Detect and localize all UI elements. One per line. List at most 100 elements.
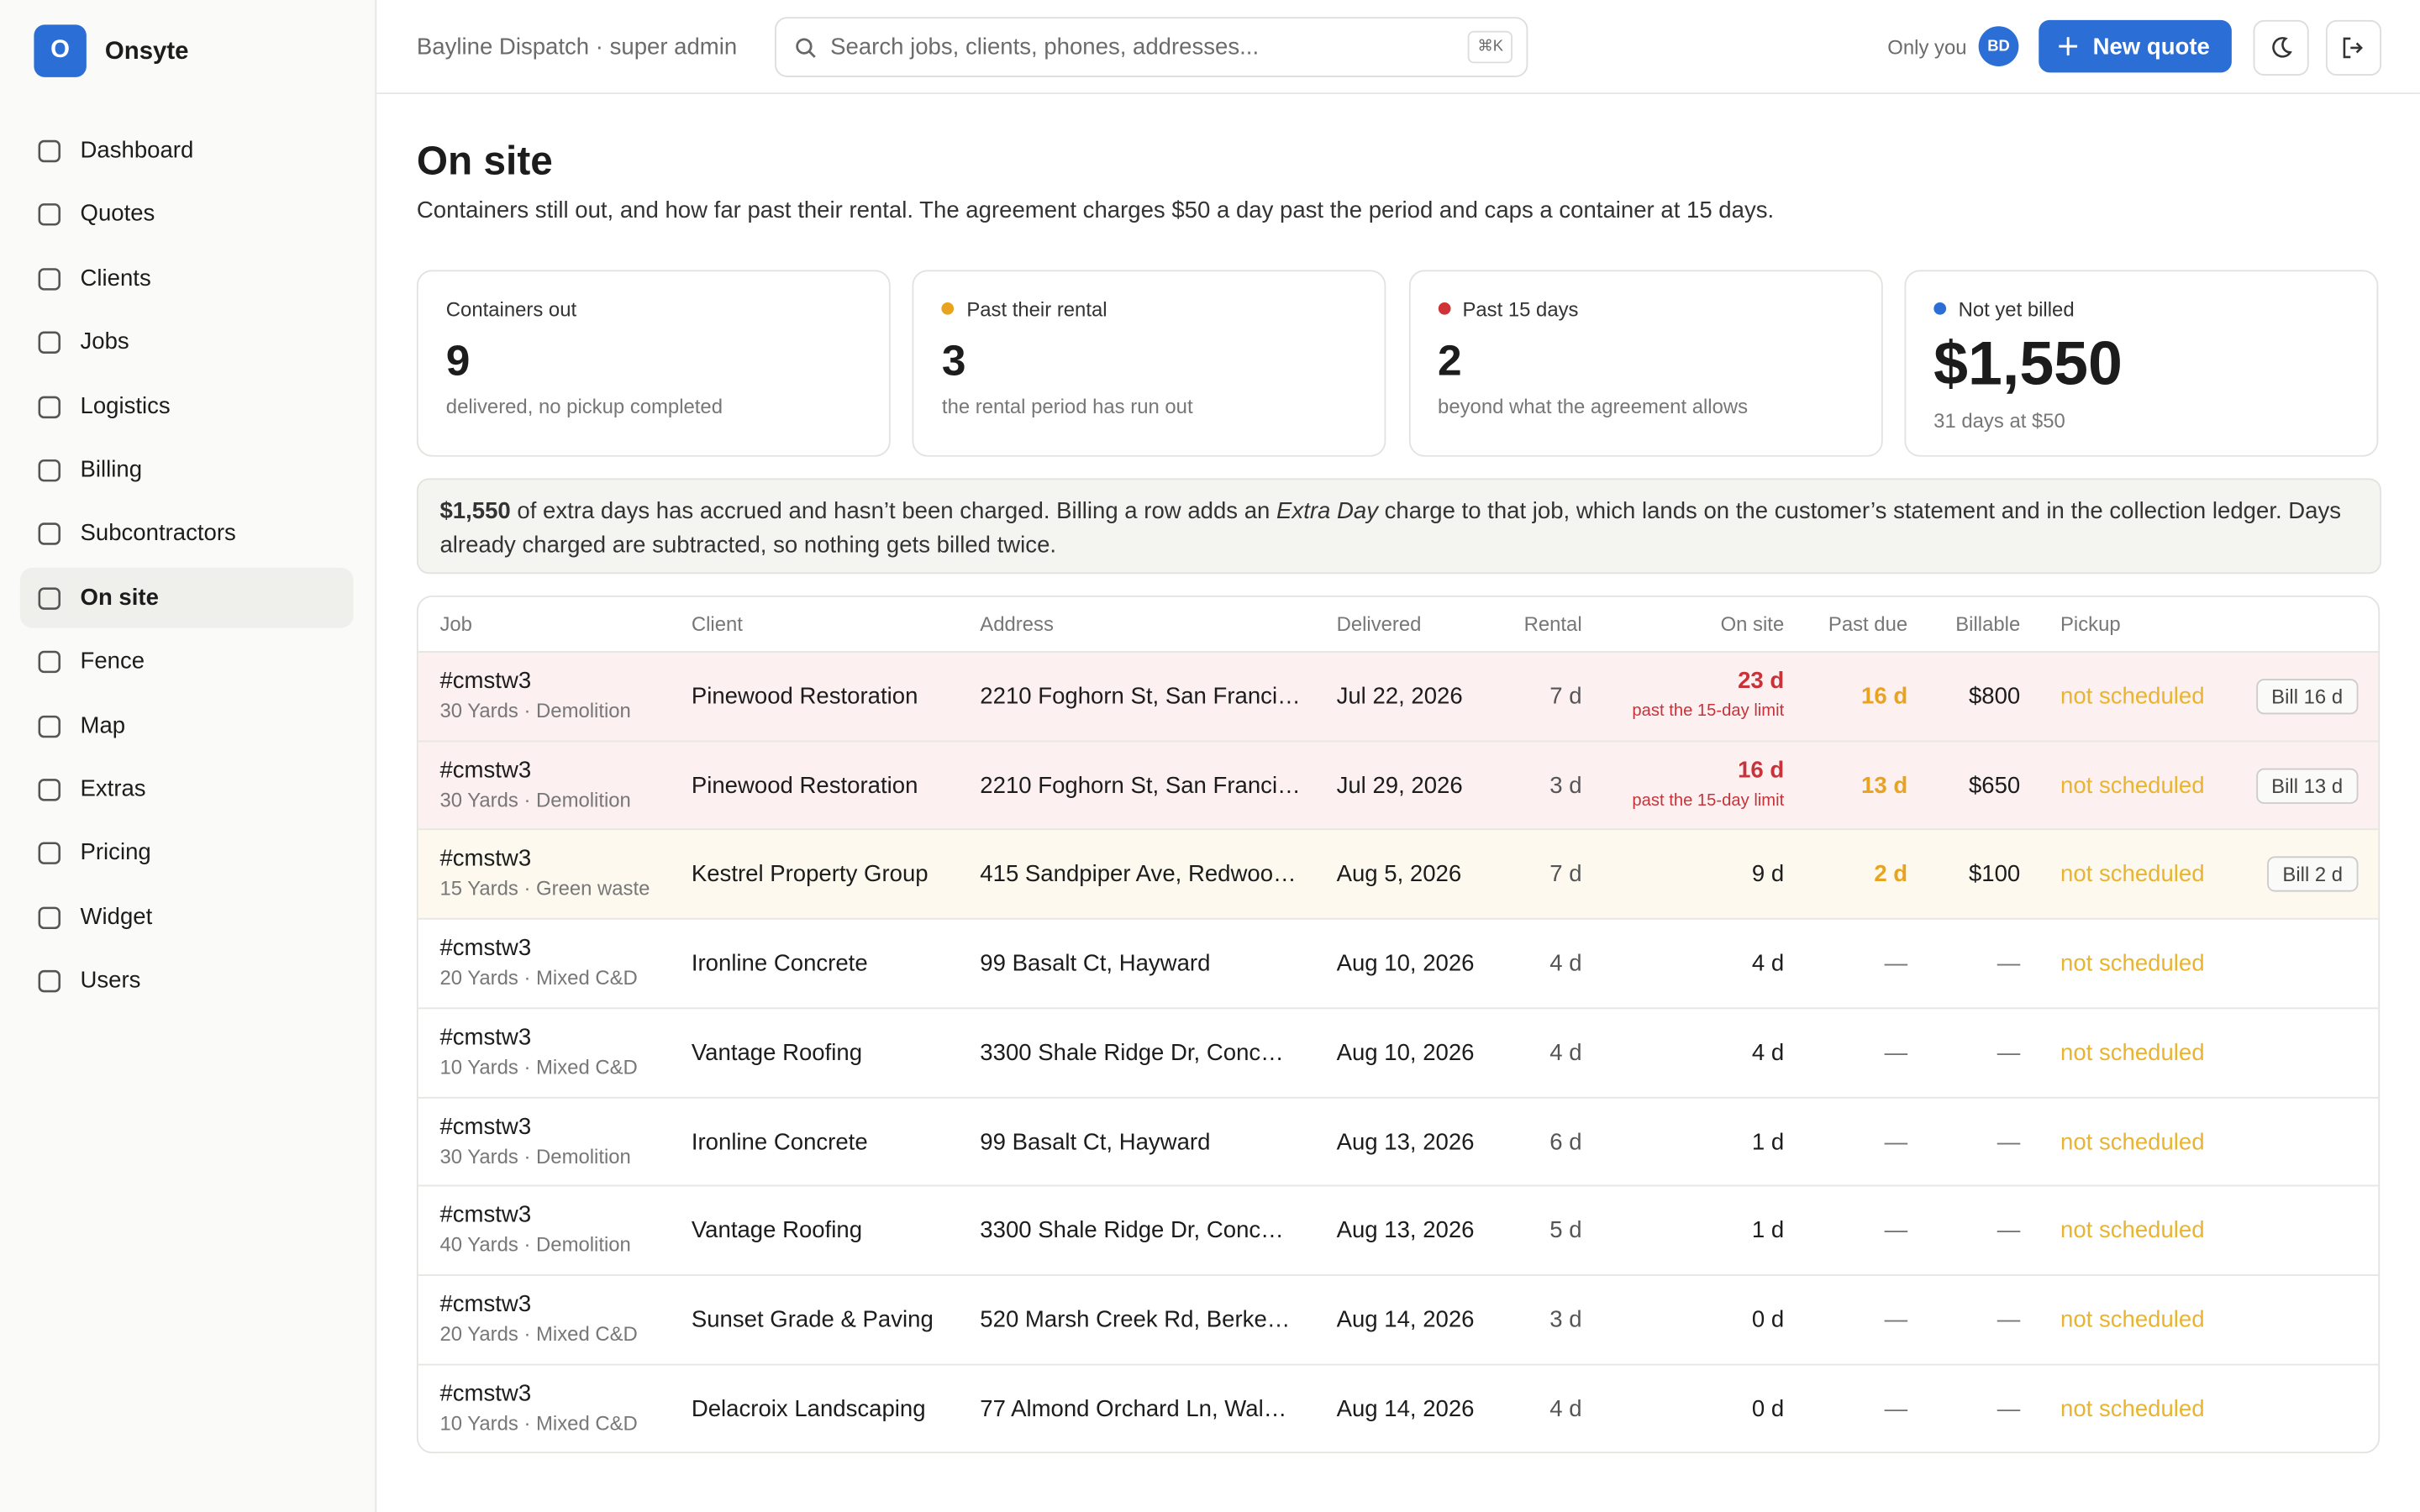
nav-item[interactable]: Widget — [20, 887, 354, 948]
nav-label: Pricing — [80, 839, 151, 867]
stat-value: $1,550 — [1933, 330, 2123, 398]
nav-icon — [38, 587, 60, 610]
job: #cmstw3 — [439, 935, 532, 962]
nav-icon — [38, 843, 60, 865]
rental: 7 d — [1549, 683, 1582, 710]
billable: — — [1996, 1306, 2021, 1333]
rental: 7 d — [1549, 861, 1582, 888]
notice-text: of extra days has accrued and hasn’t bee… — [510, 498, 1277, 525]
job-detail: 30 Yards · Demolition — [439, 787, 631, 811]
page-description: Containers still out, and how far past t… — [416, 197, 1775, 224]
onsite-note: past the 15-day limit — [1632, 790, 1785, 810]
nav-icon — [38, 779, 60, 801]
stat-label: Not yet billed — [1958, 297, 2075, 322]
rental: 3 d — [1549, 772, 1582, 799]
bill-button[interactable]: Bill 2 d — [2267, 857, 2359, 893]
nav-icon — [38, 651, 60, 674]
pickup: not scheduled — [2060, 950, 2205, 977]
client: Pinewood Restoration — [691, 683, 918, 710]
nav-item[interactable]: Map — [20, 696, 354, 756]
billable: $650 — [1968, 772, 2021, 799]
nav-icon — [38, 522, 60, 546]
nav-item[interactable]: On site — [19, 567, 354, 628]
column-header: Pickup — [2060, 612, 2121, 636]
rental: 4 d — [1549, 1039, 1582, 1066]
client: Ironline Concrete — [691, 950, 868, 977]
bill-button[interactable]: Bill 13 d — [2255, 768, 2359, 804]
onsite: 23 d — [1738, 668, 1785, 695]
bill-button[interactable]: Bill 16 d — [2255, 679, 2359, 715]
nav-item[interactable]: Subcontractors — [20, 503, 354, 564]
new-quote-label: New quote — [2092, 34, 2210, 60]
table-row: #cmstw3 Kestrel Property Group 415 Sandpip… — [418, 829, 2379, 919]
nav-item[interactable]: Extras — [20, 759, 354, 820]
brand-name: Onsyte — [104, 38, 189, 66]
nav-label: Dashboard — [80, 137, 194, 164]
address: 3300 Shale Ridge Dr, Conc… — [980, 1039, 1284, 1066]
pickup: not scheduled — [2060, 1395, 2205, 1422]
avatar[interactable]: BD — [1978, 26, 2019, 66]
job-detail: 20 Yards · Mixed C&D — [439, 1321, 638, 1346]
billable: — — [1996, 1128, 2021, 1155]
client: Pinewood Restoration — [691, 772, 918, 799]
onsite: 9 d — [1751, 861, 1785, 888]
nav-label: Logistics — [80, 392, 171, 419]
past-due: — — [1884, 1306, 1908, 1333]
delivered: Aug 13, 2026 — [1336, 1128, 1475, 1155]
nav-item[interactable]: Users — [20, 951, 354, 1011]
search[interactable]: Search jobs, clients, phones, addresses.… — [775, 17, 1528, 77]
address: 415 Sandpiper Ave, Redwoo… — [980, 861, 1297, 888]
table-row: #cmstw3 Pinewood Restoration 2210 Foghorn … — [418, 740, 2379, 830]
logout-button[interactable] — [2325, 19, 2382, 76]
theme-button[interactable] — [2253, 19, 2309, 76]
job-detail: 30 Yards · Demolition — [439, 699, 631, 722]
nav-item[interactable]: Billing — [20, 439, 354, 500]
nav-item[interactable]: Fence — [20, 632, 354, 692]
moon-icon — [2272, 37, 2292, 58]
org: Bayline Dispatch · super admin — [416, 34, 738, 60]
delivered: Aug 5, 2026 — [1336, 861, 1462, 888]
nav-item[interactable]: Quotes — [20, 184, 354, 244]
nav-icon — [38, 203, 60, 227]
job: #cmstw3 — [439, 1380, 532, 1407]
nav-label: Extras — [80, 775, 146, 803]
column-header: On site — [1720, 612, 1785, 636]
job: #cmstw3 — [439, 1291, 532, 1318]
pickup: not scheduled — [2060, 1306, 2205, 1333]
nav-item[interactable]: Logistics — [20, 375, 354, 436]
job: #cmstw3 — [439, 846, 532, 873]
pickup: not scheduled — [2060, 1039, 2205, 1066]
nav-item[interactable]: Pricing — [20, 823, 354, 884]
delivered: Aug 10, 2026 — [1336, 1039, 1475, 1066]
new-quote-button[interactable]: New quote — [2039, 19, 2232, 73]
delivered: Jul 29, 2026 — [1336, 772, 1463, 799]
nav-label: On site — [80, 584, 159, 611]
logo: O — [34, 24, 87, 77]
nav-item[interactable]: Dashboard — [20, 120, 354, 181]
stat-note: 31 days at $50 — [1933, 408, 2065, 433]
sidebar: O Onsyte Dashboard Quotes Clients Jobs Logis… — [0, 0, 377, 1512]
nav-label: Users — [80, 967, 141, 995]
job-detail: 10 Yards · Mixed C&D — [439, 1054, 638, 1079]
stat-note: beyond what the agreement allows — [1438, 395, 1749, 418]
nav-label: Map — [80, 711, 126, 739]
job-detail: 40 Yards · Demolition — [439, 1232, 631, 1257]
search-placeholder: Search jobs, clients, phones, addresses.… — [830, 34, 1260, 60]
stat-dot — [941, 302, 955, 315]
onsite: 4 d — [1751, 1039, 1785, 1066]
nav-item[interactable]: Clients — [20, 248, 354, 308]
stat-note: delivered, no pickup completed — [445, 395, 723, 418]
table-row: #cmstw3 Ironline Concrete 99 Basalt Ct, Ha… — [418, 1095, 2379, 1186]
delivered: Aug 10, 2026 — [1336, 950, 1475, 977]
notice: $1,550 of extra days has accrued and has… — [416, 478, 2382, 575]
job: #cmstw3 — [439, 1113, 532, 1140]
nav-item[interactable]: Jobs — [20, 312, 354, 372]
table-row: #cmstw3 Vantage Roofing 3300 Shale Ridge D… — [418, 1006, 2379, 1097]
column-header: Job — [439, 612, 472, 636]
shortcut: ⌘K — [1468, 30, 1512, 64]
billable: — — [1996, 950, 2021, 977]
nav-label: Fence — [80, 648, 145, 675]
nav-icon — [38, 267, 60, 291]
onsite: 1 d — [1751, 1128, 1785, 1155]
